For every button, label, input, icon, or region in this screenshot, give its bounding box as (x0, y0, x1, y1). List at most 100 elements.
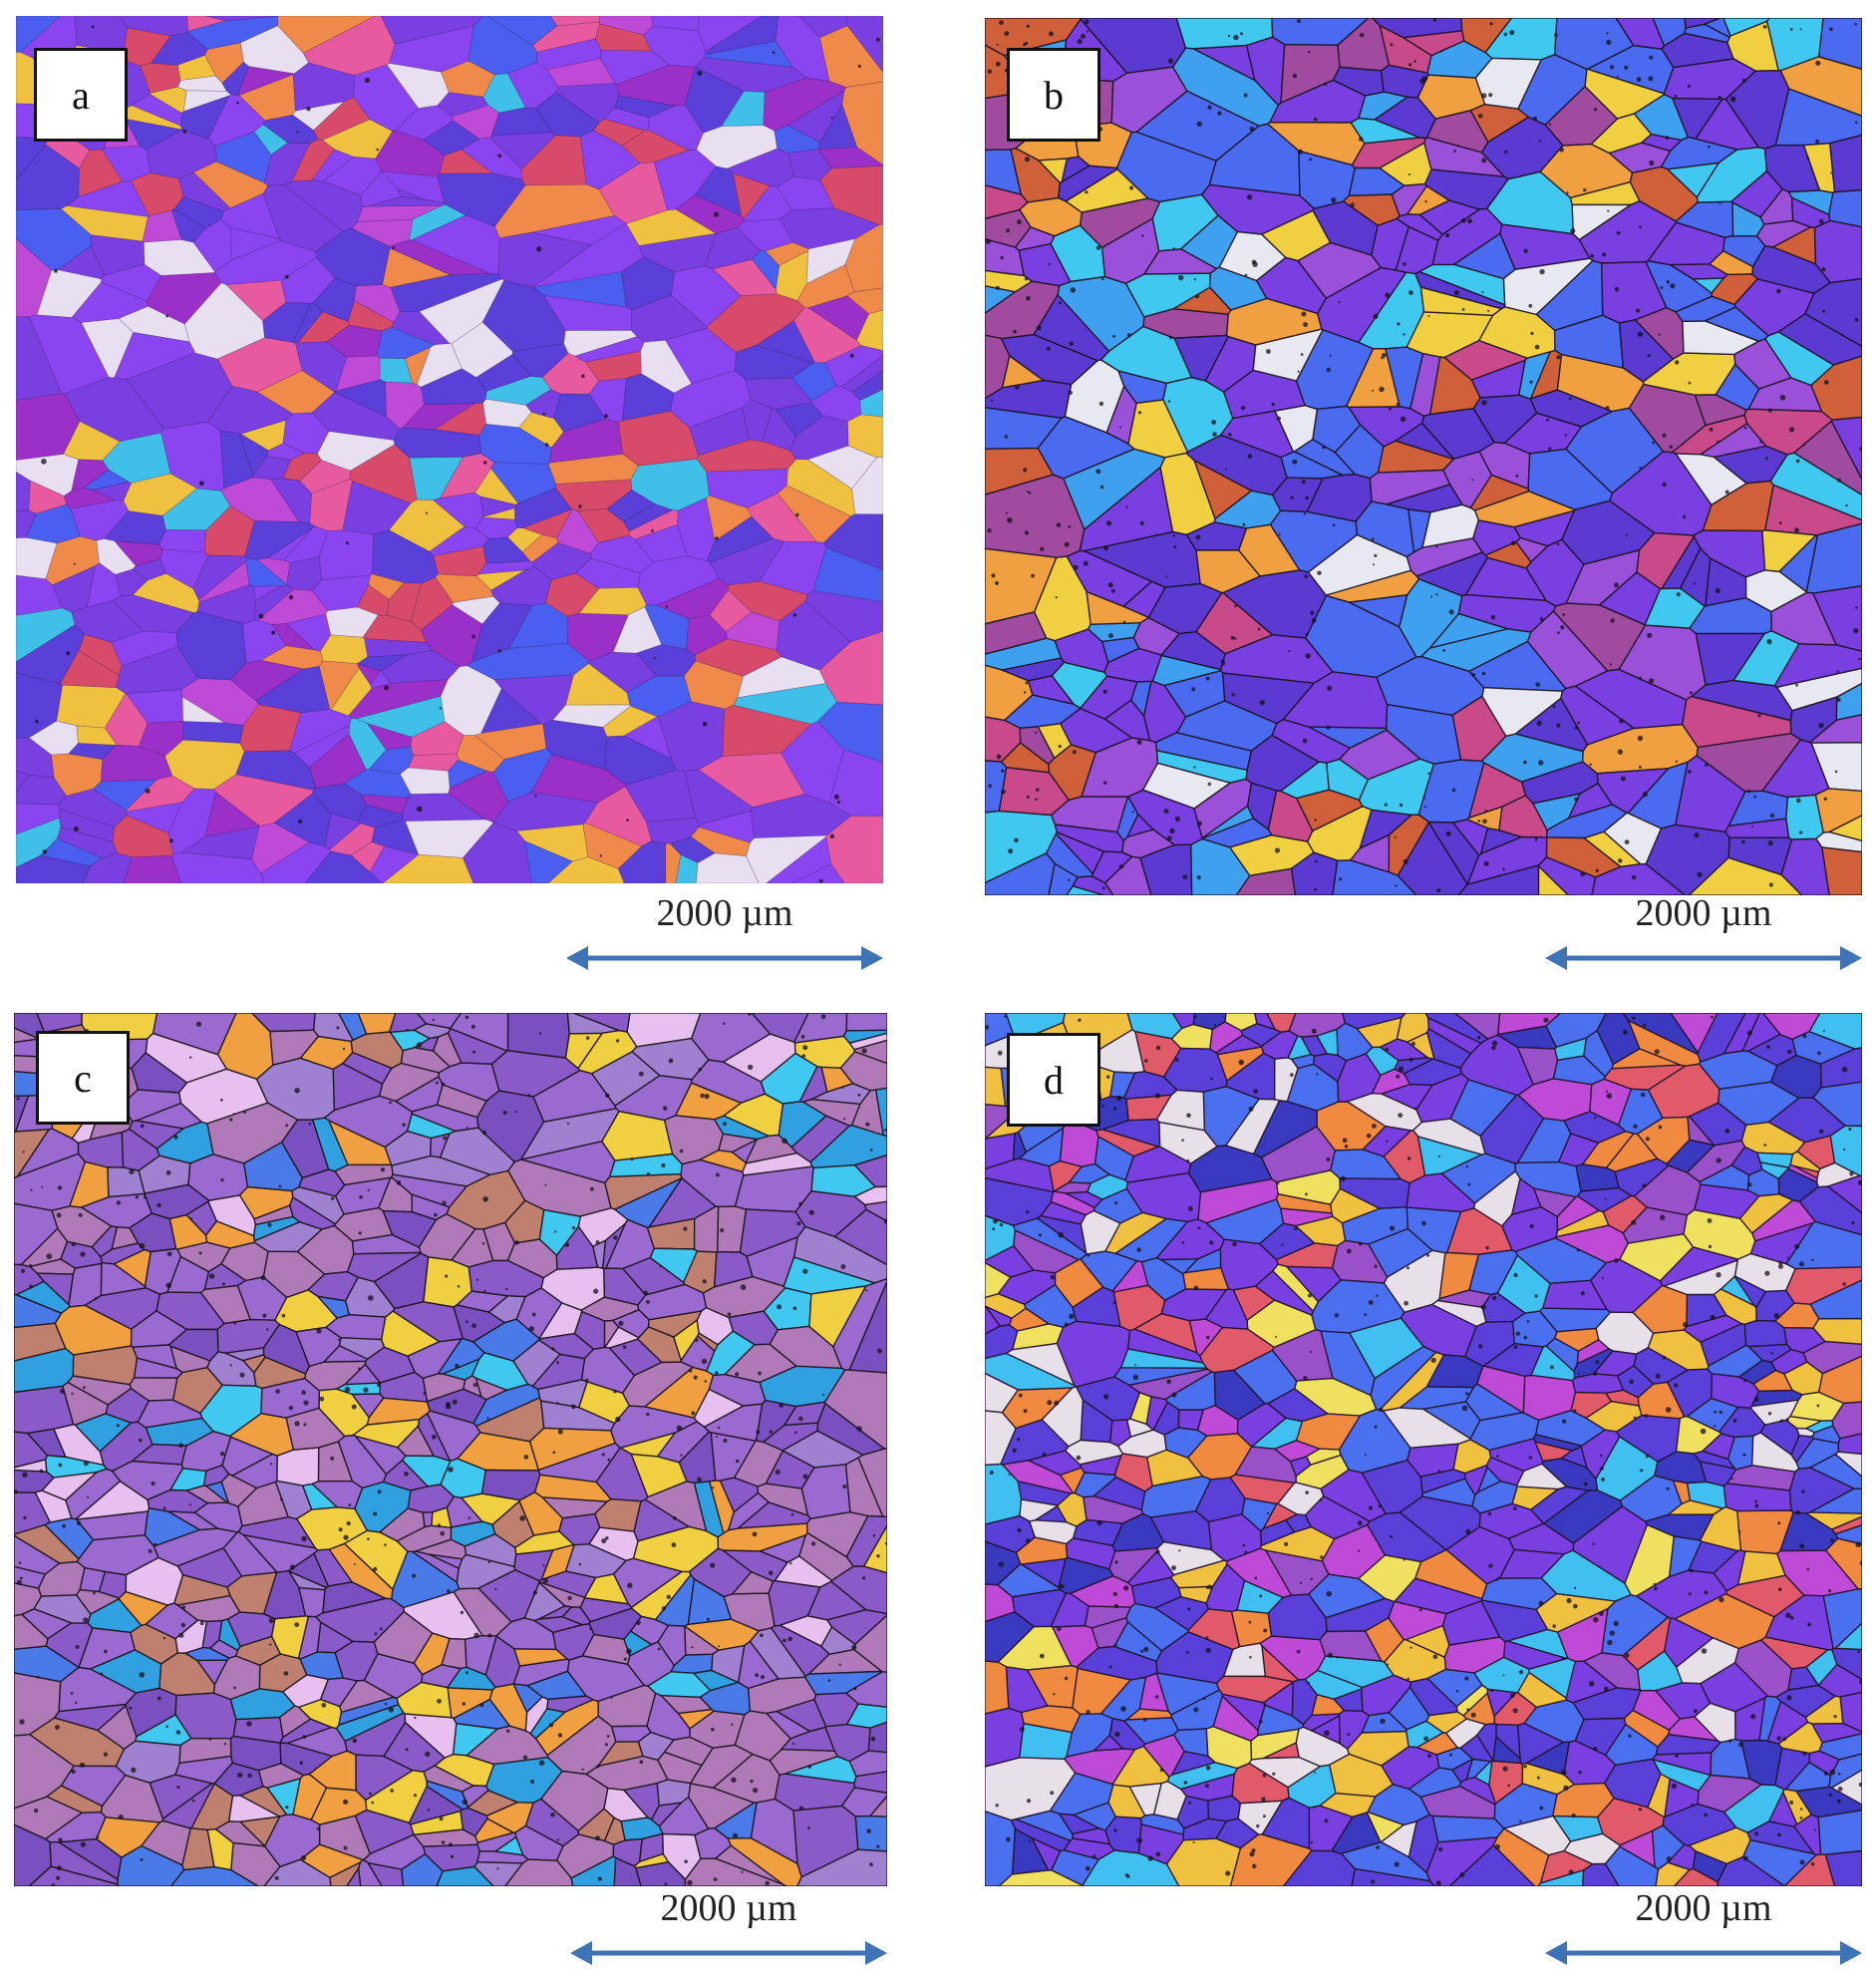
pore-dot (1440, 49, 1443, 53)
pore-dot (544, 443, 549, 447)
pore-dot (1568, 397, 1572, 401)
pore-dot (1026, 24, 1030, 28)
pore-dot (1347, 1733, 1351, 1737)
pore-dot (1389, 407, 1392, 411)
grain (309, 478, 353, 531)
grain (395, 105, 455, 141)
pore-dot (1453, 150, 1456, 153)
pore-dot (1196, 121, 1202, 128)
pore-dot (271, 630, 276, 635)
grain (250, 1013, 316, 1033)
grain (1160, 1288, 1228, 1322)
pore-dot (1614, 1258, 1619, 1263)
pore-dot (1394, 835, 1397, 838)
pore-dot (1186, 1158, 1190, 1162)
pore-dot (693, 1375, 698, 1380)
pore-dot (1837, 478, 1841, 483)
pore-dot (1114, 1560, 1118, 1564)
pore-dot (1050, 1275, 1055, 1280)
pore-dot (1124, 1873, 1128, 1877)
pore-dot (417, 806, 423, 813)
pore-dot (1253, 1089, 1259, 1094)
pore-dot (191, 1799, 195, 1803)
pore-dot (1205, 1335, 1210, 1340)
pore-dot (268, 1617, 274, 1624)
pore-dot (1008, 1474, 1011, 1477)
pore-dot (301, 1535, 307, 1542)
pore-dot (1857, 1179, 1862, 1185)
pore-dot (1231, 693, 1235, 697)
pore-dot (857, 64, 861, 68)
grain (1723, 818, 1790, 839)
pore-dot (178, 1443, 183, 1448)
pore-dot (384, 685, 390, 691)
pore-dot (472, 1383, 477, 1388)
pore-dot (702, 721, 708, 727)
grain (158, 528, 207, 553)
pore-dot (189, 1503, 192, 1506)
grain (1260, 1030, 1299, 1060)
pore-dot (1607, 1639, 1613, 1646)
grain (706, 1330, 756, 1377)
grain (1259, 1518, 1296, 1547)
pore-dot (1031, 573, 1035, 578)
pore-dot (405, 1748, 409, 1752)
pore-dot (1710, 1314, 1716, 1320)
pore-dot (1488, 93, 1493, 98)
grain (553, 393, 607, 433)
pore-dot (1794, 527, 1799, 533)
pore-dot (849, 353, 854, 358)
pore-dot (987, 69, 993, 74)
grain (565, 663, 631, 706)
grain (1720, 1275, 1756, 1308)
pore-dot (447, 1589, 451, 1593)
pore-dot (1815, 60, 1821, 66)
scale-bar-text: 2000 µm (656, 892, 793, 934)
pore-dot (664, 1882, 668, 1886)
pore-dot (1147, 1855, 1153, 1861)
grain (16, 803, 61, 835)
pore-dot (1658, 1125, 1663, 1130)
grain (1348, 166, 1406, 196)
pore-dot (288, 594, 294, 600)
pore-dot (995, 285, 1000, 290)
pore-dot (294, 1088, 300, 1094)
pore-dot (437, 1698, 442, 1704)
grain (1214, 1034, 1263, 1056)
grain (848, 1750, 887, 1778)
grain (1621, 1013, 1700, 1056)
pore-dot (610, 1696, 613, 1699)
pore-dot (1577, 721, 1581, 725)
pore-dot (1024, 41, 1029, 46)
grain (816, 701, 883, 763)
grain (1464, 556, 1548, 602)
pore-dot (1464, 1676, 1469, 1681)
pore-dot (1647, 354, 1651, 358)
pore-dot (597, 1876, 602, 1881)
pore-dot (1112, 1591, 1117, 1597)
pore-dot (1395, 884, 1398, 887)
pore-dot (342, 1047, 346, 1051)
pore-dot (1430, 1357, 1436, 1363)
pore-dot (1652, 441, 1656, 445)
pore-dot (1171, 1565, 1176, 1571)
pore-dot (299, 1761, 304, 1765)
pore-dot (1019, 1727, 1025, 1733)
grain (985, 852, 1056, 895)
pore-dot (1799, 830, 1803, 834)
pore-dot (639, 1760, 644, 1765)
grain (1100, 217, 1160, 284)
grain (705, 494, 753, 542)
grain (28, 314, 110, 395)
pore-dot (506, 1729, 510, 1733)
grain (780, 1726, 836, 1752)
pore-dot (285, 1124, 289, 1128)
pore-dot (487, 1560, 491, 1564)
grain (19, 1227, 69, 1268)
grain (1498, 1548, 1566, 1579)
pore-dot (532, 1590, 537, 1595)
pore-dot (1436, 888, 1441, 893)
grain (704, 41, 794, 68)
pore-dot (1828, 1793, 1832, 1798)
pore-dot (1711, 1015, 1714, 1019)
